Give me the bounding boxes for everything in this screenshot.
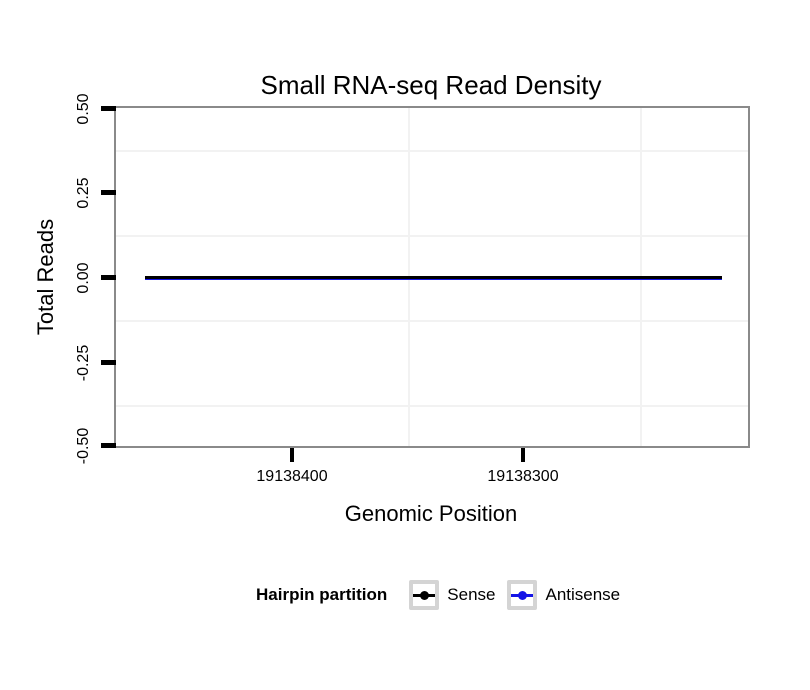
x-tick-label: 19138400	[256, 468, 328, 485]
y-tick-050	[101, 106, 116, 111]
x-axis-title: Genomic Position	[344, 501, 518, 526]
y-tick-label: 0.50	[75, 93, 92, 125]
gridline-minor-y-0125	[116, 235, 748, 237]
legend-key-antisense	[507, 580, 538, 610]
y-tick-label: -0.50	[75, 427, 92, 465]
x-tick-19138300	[521, 448, 525, 462]
y-axis-title: Total Reads	[33, 218, 58, 336]
y-tick-n025	[101, 360, 116, 365]
y-tick-label: -0.25	[75, 344, 92, 382]
sense-point-icon	[419, 590, 429, 600]
legend-title: Hairpin partition	[256, 585, 388, 604]
legend-key-sense	[409, 580, 440, 610]
y-tick-n050	[101, 443, 116, 448]
gridline-minor-y-0375	[116, 150, 748, 152]
x-tick-label: 19138300	[487, 468, 559, 485]
chart-title: Small RNA-seq Read Density	[260, 70, 602, 100]
legend-label-sense: Sense	[447, 585, 496, 604]
y-tick-000	[101, 275, 116, 280]
x-tick-19138400	[290, 448, 294, 462]
series-line-sense	[145, 276, 722, 279]
y-tick-label: 0.00	[75, 262, 92, 294]
legend-label-antisense: Antisense	[545, 585, 621, 604]
legend: Hairpin partition Sense Antisense	[256, 578, 620, 612]
antisense-point-icon	[517, 590, 527, 600]
gridline-minor-y-n0375	[116, 405, 748, 407]
y-tick-label: 0.25	[75, 177, 92, 209]
gridline-minor-y-n0125	[116, 320, 748, 322]
y-tick-025	[101, 190, 116, 195]
